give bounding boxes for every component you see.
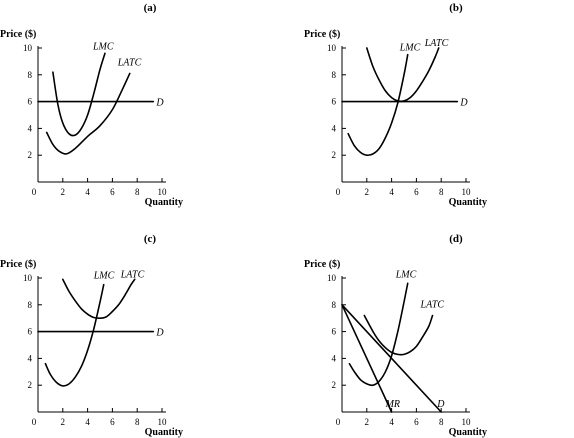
x-tick-label: 6 <box>110 417 115 427</box>
panel-title: (c) <box>144 233 157 245</box>
series-line-lmc <box>52 52 106 137</box>
x-tick-label: 10 <box>158 187 168 197</box>
series-label-lmc: LMC <box>93 271 115 282</box>
series-line-lmc <box>348 282 409 387</box>
y-tick-label: 4 <box>28 123 33 133</box>
series-line-latc <box>45 72 131 155</box>
series-label-mr: MR <box>385 399 400 410</box>
series-label-d: D <box>155 328 164 339</box>
x-tick-label: 4 <box>85 417 90 427</box>
x-tick-label: 8 <box>439 417 444 427</box>
x-tick-label: 10 <box>158 417 168 427</box>
panel-title: (a) <box>144 2 157 14</box>
y-tick-label: 2 <box>28 380 33 390</box>
y-tick-label: 4 <box>28 353 33 363</box>
series-label-latc: LATC <box>420 300 445 311</box>
x-tick-label: 8 <box>135 417 140 427</box>
series-line-lmc <box>347 53 409 157</box>
series-line-latc <box>363 314 434 356</box>
x-axis-title: Quantity <box>145 197 183 208</box>
series-label-d: D <box>459 98 468 109</box>
x-tick-label: 6 <box>414 187 419 197</box>
series-label-latc: LATC <box>120 269 145 280</box>
series-label-d: D <box>436 399 445 410</box>
y-tick-label: 2 <box>28 150 33 160</box>
x-axis-title: Quantity <box>145 427 183 438</box>
x-tick-label: 4 <box>389 187 394 197</box>
x-tick-label: 8 <box>135 187 140 197</box>
x-tick-label: 0 <box>336 417 341 427</box>
chart-panel: (d) 2 4 6 8 10 0 2 4 6 8 10 Price ($) Quantity LMC LATC… <box>304 233 487 438</box>
y-tick-label: 8 <box>28 300 33 310</box>
x-axis-title: Quantity <box>449 197 487 208</box>
y-tick-label: 6 <box>332 327 337 337</box>
x-tick-label: 8 <box>439 187 444 197</box>
y-axis-title: Price ($) <box>0 259 36 270</box>
y-tick-label: 2 <box>332 380 337 390</box>
series-label-latc: LATC <box>117 57 142 68</box>
panel-title: (b) <box>449 2 463 14</box>
y-tick-label: 10 <box>327 43 337 53</box>
series-line-latc <box>62 278 136 320</box>
y-tick-label: 10 <box>23 273 33 283</box>
y-axis-title: Price ($) <box>304 259 340 270</box>
x-tick-label: 10 <box>462 187 472 197</box>
x-axis-title: Quantity <box>449 427 487 438</box>
x-tick-label: 0 <box>336 187 341 197</box>
x-tick-label: 2 <box>61 187 66 197</box>
y-tick-label: 10 <box>327 273 337 283</box>
y-tick-label: 6 <box>332 97 337 107</box>
series-label-d: D <box>155 98 164 109</box>
y-tick-label: 4 <box>332 123 337 133</box>
x-tick-label: 10 <box>462 417 472 427</box>
y-tick-label: 6 <box>28 97 33 107</box>
y-axis-title: Price ($) <box>304 29 340 40</box>
y-tick-label: 8 <box>28 70 33 80</box>
series-line-latc <box>366 47 440 103</box>
x-tick-label: 6 <box>414 417 419 427</box>
series-line-lmc <box>44 283 105 387</box>
x-tick-label: 0 <box>32 417 37 427</box>
chart-panel: (a) 2 4 6 8 10 0 2 4 6 8 10 Price ($) Quantity LMCLATC… <box>0 2 183 208</box>
y-tick-label: 10 <box>23 43 33 53</box>
x-tick-label: 6 <box>110 187 115 197</box>
series-label-lmc: LMC <box>395 269 417 280</box>
series-label-lmc: LMC <box>92 41 114 52</box>
y-tick-label: 8 <box>332 300 337 310</box>
x-tick-label: 2 <box>61 417 66 427</box>
panel-title: (d) <box>449 233 463 245</box>
y-axis-title: Price ($) <box>0 29 36 40</box>
y-tick-label: 4 <box>332 353 337 363</box>
x-tick-label: 2 <box>365 417 370 427</box>
x-tick-label: 4 <box>389 417 394 427</box>
series-line-d <box>341 304 442 413</box>
series-label-lmc: LMC <box>399 43 421 54</box>
chart-panel: (c) 2 4 6 8 10 0 2 4 6 8 10 Price ($) Quantity LMC LATC… <box>0 233 183 438</box>
series-line-mr <box>341 304 393 413</box>
y-tick-label: 8 <box>332 70 337 80</box>
x-tick-label: 2 <box>365 187 370 197</box>
y-tick-label: 2 <box>332 150 337 160</box>
series-label-latc: LATC <box>424 38 449 49</box>
chart-panel: (b) 2 4 6 8 10 0 2 4 6 8 10 Price ($) Quantity LMC LATC… <box>304 2 487 208</box>
y-tick-label: 6 <box>28 327 33 337</box>
x-tick-label: 0 <box>32 187 37 197</box>
x-tick-label: 4 <box>85 187 90 197</box>
